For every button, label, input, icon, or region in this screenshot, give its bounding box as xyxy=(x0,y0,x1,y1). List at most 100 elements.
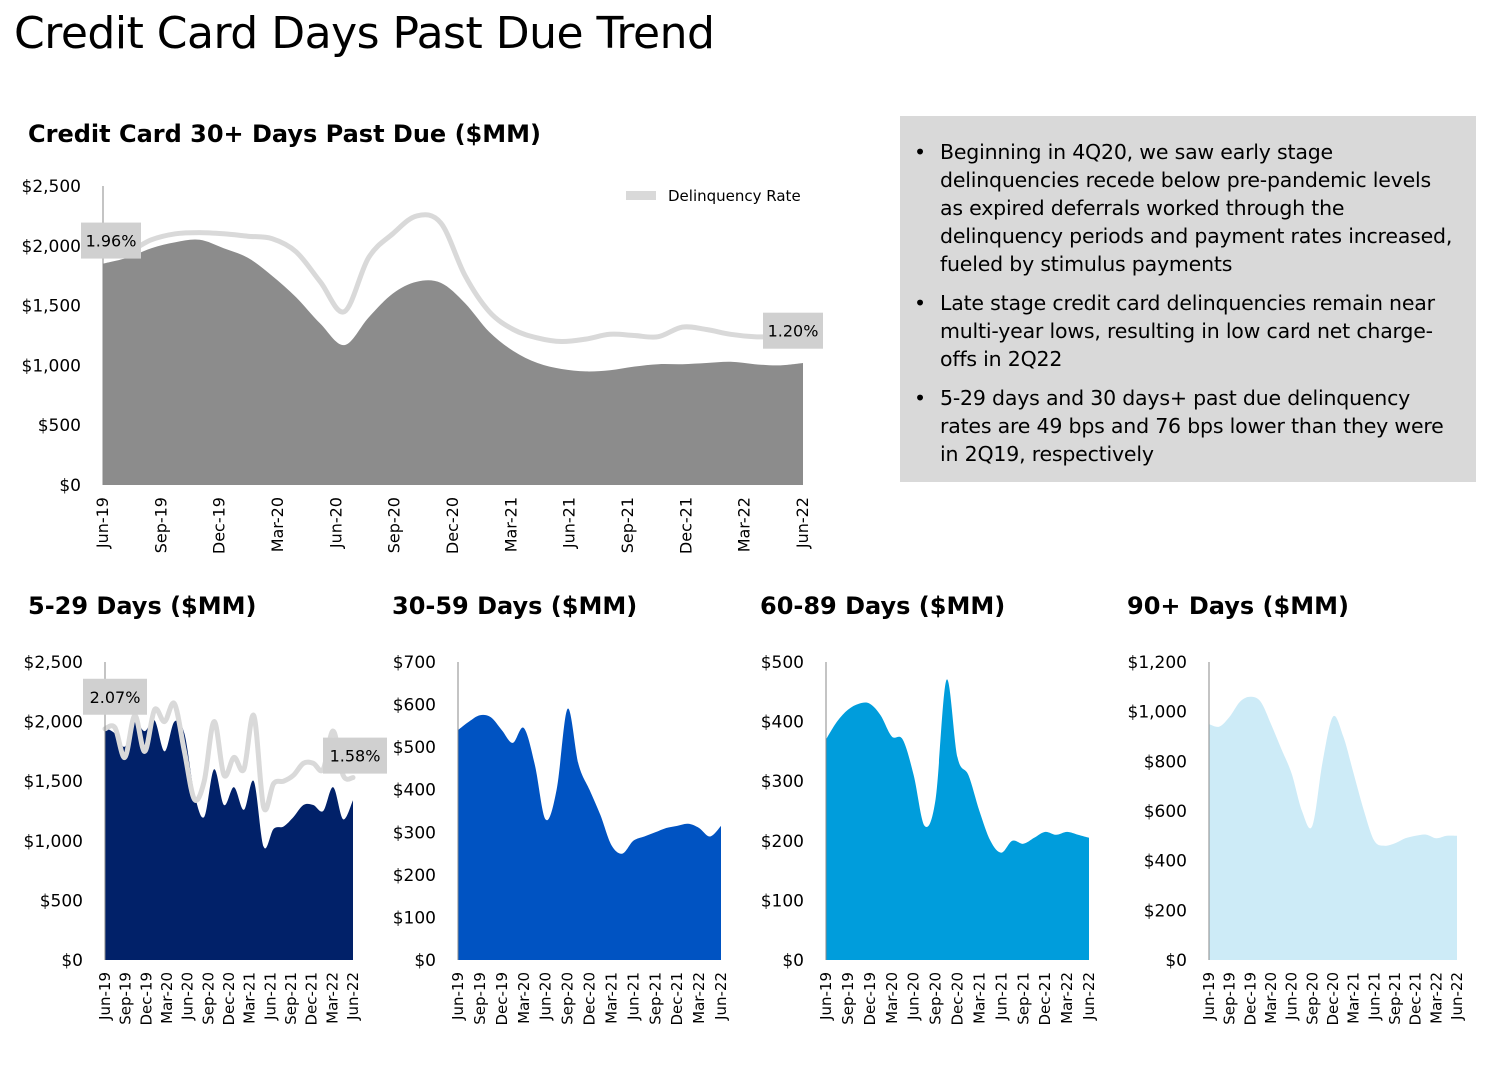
chart-title-30-59: 30-59 Days ($MM) xyxy=(392,592,638,620)
chart-title-90-plus: 90+ Days ($MM) xyxy=(1127,592,1349,620)
x-tick-label: Dec-20 xyxy=(220,972,238,1026)
y-tick-label: $200 xyxy=(761,832,804,852)
x-tick-label: Dec-19 xyxy=(1241,972,1259,1026)
y-tick-label: $2,000 xyxy=(22,237,81,257)
x-tick-label: Dec-21 xyxy=(1407,972,1425,1026)
y-tick-label: $400 xyxy=(761,713,804,733)
x-tick-label: Dec-20 xyxy=(443,497,462,554)
legend-label: Delinquency Rate xyxy=(668,187,801,205)
x-tick-label: Jun-21 xyxy=(1365,972,1383,1021)
rate-label-box xyxy=(763,312,823,349)
y-tick-label: $2,000 xyxy=(24,713,83,733)
x-tick-label: Mar-21 xyxy=(970,972,988,1024)
x-tick-label: Jun-21 xyxy=(624,972,642,1021)
x-tick-label: Jun-22 xyxy=(1080,972,1098,1021)
y-tick-label: $500 xyxy=(761,653,804,673)
x-tick-label: Jun-19 xyxy=(1200,972,1218,1021)
x-tick-label: Sep-20 xyxy=(385,497,404,553)
x-tick-label: Mar-22 xyxy=(323,972,341,1024)
rate-label-start: 1.96% xyxy=(86,232,137,251)
y-tick-label: $300 xyxy=(393,823,436,843)
commentary-list: • Beginning in 4Q20, we saw early stage d… xyxy=(914,138,1456,468)
x-tick-label: Mar-22 xyxy=(1427,972,1445,1024)
x-tick-label: Sep-19 xyxy=(117,972,135,1025)
y-tick-label: $1,000 xyxy=(22,356,81,376)
commentary-bullet: • Late stage credit card delinquencies re… xyxy=(914,289,1456,373)
x-tick-label: Dec-21 xyxy=(1036,972,1054,1026)
rate-label-box xyxy=(83,678,147,715)
legend-swatch xyxy=(626,191,656,200)
bullet-text: 5-29 days and 30 days+ past due delinque… xyxy=(940,386,1444,466)
x-tick-label: Mar-21 xyxy=(501,497,520,552)
x-tick-label: Dec-20 xyxy=(949,972,967,1026)
commentary-bullet: • 5-29 days and 30 days+ past due delinqu… xyxy=(914,384,1456,468)
y-tick-label: $700 xyxy=(393,653,436,673)
y-tick-label: $200 xyxy=(393,866,436,886)
x-tick-label: Dec-20 xyxy=(581,972,599,1026)
y-tick-label: $600 xyxy=(1144,802,1187,822)
x-tick-label: Sep-20 xyxy=(199,972,217,1025)
x-tick-label: Sep-21 xyxy=(1014,972,1032,1025)
page-title: Credit Card Days Past Due Trend xyxy=(14,8,715,59)
x-tick-label: Sep-21 xyxy=(618,497,637,553)
y-tick-label: $500 xyxy=(38,416,81,436)
x-tick-label: Sep-21 xyxy=(1386,972,1404,1025)
area-series xyxy=(103,239,803,485)
area-series xyxy=(105,719,353,960)
x-tick-label: Jun-19 xyxy=(449,972,467,1021)
bullet-marker: • xyxy=(914,140,926,164)
x-tick-label: Mar-21 xyxy=(602,972,620,1024)
chart-d6089: $0 $100 $200 $300 $400 $500 Jun-19 Sep-19 Dec-19… xyxy=(761,653,1098,1026)
x-tick-label: Sep-21 xyxy=(646,972,664,1025)
x-tick-label: Jun-21 xyxy=(992,972,1010,1021)
x-tick-label: Dec-21 xyxy=(676,497,695,554)
x-tick-label: Sep-19 xyxy=(151,497,170,553)
x-tick-label: Sep-19 xyxy=(471,972,489,1025)
x-tick-label: Jun-21 xyxy=(261,972,279,1021)
y-tick-label: $500 xyxy=(393,738,436,758)
y-tick-label: $1,000 xyxy=(24,832,83,852)
y-tick-label: $1,000 xyxy=(1128,703,1187,723)
y-tick-label: $0 xyxy=(414,951,436,971)
x-tick-label: Mar-20 xyxy=(883,972,901,1024)
y-tick-label: $300 xyxy=(761,772,804,792)
x-tick-label: Mar-22 xyxy=(1058,972,1076,1024)
delinquency-rate-line xyxy=(100,212,806,345)
x-tick-label: Mar-21 xyxy=(241,972,259,1024)
x-tick-label: Dec-19 xyxy=(493,972,511,1026)
bullet-text: Late stage credit card delinquencies rem… xyxy=(940,291,1435,371)
x-tick-label: Jun-22 xyxy=(1448,972,1466,1021)
rate-label-start: 2.07% xyxy=(90,688,141,707)
delinquency-rate-line xyxy=(102,700,356,813)
y-tick-label: $400 xyxy=(1144,852,1187,872)
y-tick-label: $600 xyxy=(393,696,436,716)
x-tick-label: Jun-20 xyxy=(179,972,197,1021)
x-tick-label: Sep-21 xyxy=(282,972,300,1025)
x-tick-label: Jun-22 xyxy=(793,497,812,549)
x-tick-label: Jun-20 xyxy=(905,972,923,1021)
y-tick-label: $500 xyxy=(40,891,83,911)
y-tick-label: $0 xyxy=(61,951,83,971)
area-series xyxy=(826,679,1089,960)
bullet-text: Beginning in 4Q20, we saw early stage de… xyxy=(940,140,1453,276)
y-tick-label: $1,200 xyxy=(1128,653,1187,673)
x-tick-label: Jun-19 xyxy=(93,497,112,549)
commentary-box: • Beginning in 4Q20, we saw early stage d… xyxy=(900,116,1476,482)
y-tick-label: $2,500 xyxy=(24,653,83,673)
main-chart-title: Credit Card 30+ Days Past Due ($MM) xyxy=(28,120,541,148)
y-tick-label: $400 xyxy=(393,781,436,801)
x-tick-label: Jun-20 xyxy=(537,972,555,1021)
x-tick-label: Mar-20 xyxy=(515,972,533,1024)
rate-label-box xyxy=(81,222,141,259)
y-tick-label: $100 xyxy=(393,908,436,928)
x-tick-label: Mar-21 xyxy=(1345,972,1363,1024)
y-tick-label: $0 xyxy=(782,951,804,971)
x-tick-label: Sep-20 xyxy=(559,972,577,1025)
x-tick-label: Jun-19 xyxy=(96,972,114,1021)
x-tick-label: Sep-19 xyxy=(1221,972,1239,1025)
y-tick-label: $200 xyxy=(1144,901,1187,921)
x-tick-label: Dec-19 xyxy=(137,972,155,1026)
